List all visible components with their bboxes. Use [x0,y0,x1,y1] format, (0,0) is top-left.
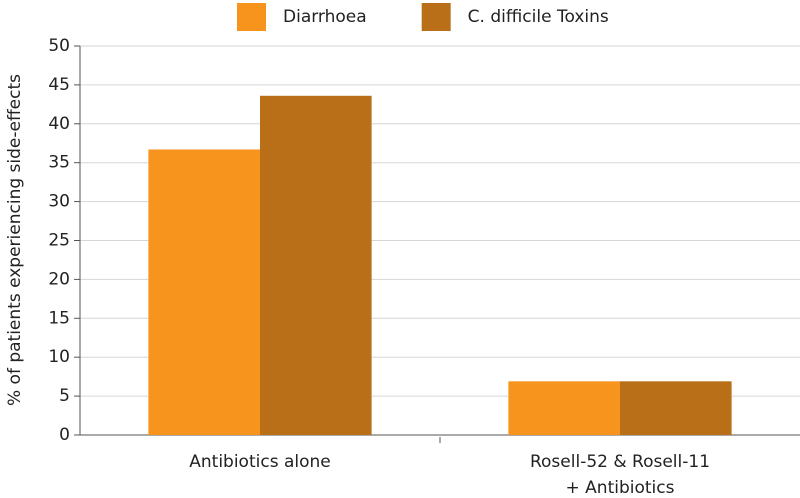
y-tick-label: 20 [48,269,70,289]
y-tick-label: 50 [48,36,70,56]
y-tick-label: 25 [48,231,70,251]
y-tick-label: 0 [59,425,70,445]
y-tick-label: 10 [48,347,70,367]
bar [508,381,620,435]
y-tick-label: 5 [59,386,70,406]
y-tick-label: 35 [48,153,70,173]
legend-swatch [421,3,451,31]
x-tick-label: Rosell-52 & Rosell-11 + Antibiotics [530,452,710,498]
y-axis-title: % of patients experiencing side-effects [5,74,25,406]
legend-label: Diarrhoea [283,7,367,27]
legend-swatch [237,3,266,31]
y-tick-label: 30 [48,192,70,212]
legend-label: C. difficile Toxins [468,7,609,27]
y-tick-label: 40 [48,114,70,134]
x-tick-label: Antibiotics alone [189,452,330,472]
bar [620,381,732,435]
bar [260,95,372,436]
y-tick-label: 15 [48,308,70,328]
y-tick-label: 45 [48,75,70,95]
bar [148,149,260,435]
